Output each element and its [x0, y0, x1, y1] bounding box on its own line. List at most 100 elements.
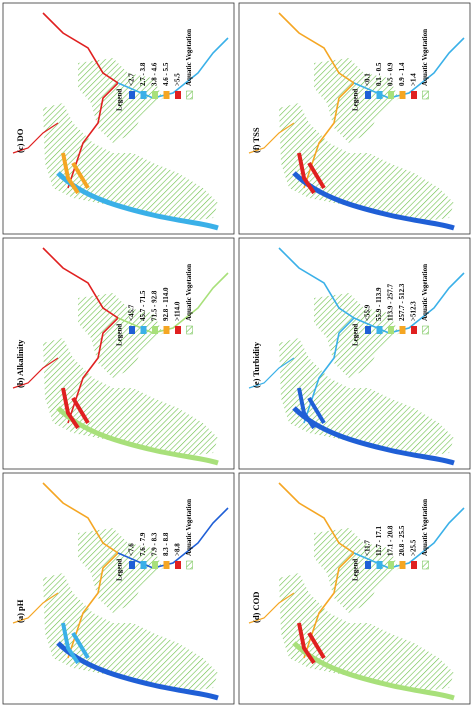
panel-border — [2, 237, 235, 470]
map-panel: (d) COD Legend <11.7 11.7 - 17.1 17.1 - 20.8… — [238, 472, 471, 705]
legend-label: 45.7 - 71.5 — [139, 290, 147, 321]
river — [42, 12, 120, 189]
channel — [56, 171, 219, 231]
legend-label: 20.8 - 25.5 — [398, 525, 406, 556]
river — [248, 592, 295, 624]
legend-label: 92.8 - 114.0 — [162, 287, 170, 321]
legend-label: >8.8 — [174, 543, 182, 556]
panel-border — [238, 472, 471, 705]
map-panel: (b) Alkalinity Legend <45.7 45.7 - 71.5 71.5… — [2, 237, 235, 470]
channel-branch — [297, 152, 326, 195]
legend-title: Legend — [116, 324, 124, 346]
river — [353, 272, 465, 334]
legend-title: Legend — [116, 89, 124, 111]
legend-swatch — [152, 91, 158, 99]
river — [12, 592, 59, 624]
legend-swatch — [140, 326, 147, 334]
river — [248, 357, 295, 389]
legend-swatch — [163, 561, 170, 569]
river — [42, 247, 120, 424]
legend-swatch — [175, 91, 181, 99]
legend-label: <7.6 — [128, 543, 136, 556]
legend-label: >25.5 — [410, 539, 418, 556]
legend-swatch — [175, 561, 181, 569]
channel-branch — [61, 622, 90, 665]
legend-swatch — [376, 91, 383, 99]
map-panel: (a) pH Legend <7.6 7.6 - 7.9 7.9 - 8.3 8.3 - … — [2, 472, 235, 705]
legend-label: 4.6 - 5.5 — [162, 62, 170, 86]
legend-swatch — [365, 326, 371, 334]
legend-swatch — [152, 326, 158, 334]
channel-branch — [297, 622, 326, 665]
legend-swatch — [388, 91, 394, 99]
river — [278, 247, 356, 424]
legend-label: 2.7 - 3.8 — [139, 62, 147, 86]
legend-label: 11.7 - 17.1 — [375, 526, 383, 556]
legend-swatch — [186, 325, 193, 335]
river — [12, 357, 59, 389]
panel-title: (c) DO — [15, 128, 25, 153]
legend-swatch — [376, 561, 383, 569]
legend-swatch — [388, 561, 394, 569]
legend-label: Aquatic Vegetation — [421, 29, 429, 86]
legend-swatch — [376, 326, 383, 334]
legend-swatch — [388, 326, 394, 334]
legend-swatch — [365, 91, 371, 99]
legend-label: <55.9 — [364, 304, 372, 321]
channel — [292, 641, 455, 701]
legend-label: <11.7 — [364, 540, 372, 556]
legend-swatch — [411, 561, 417, 569]
river — [117, 37, 229, 99]
legend-swatch — [365, 561, 371, 569]
legend-label: 0.5 - 0.9 — [387, 62, 395, 86]
legend-swatch — [422, 560, 429, 570]
legend-title: Legend — [352, 559, 360, 581]
river — [278, 482, 356, 659]
channel — [56, 406, 219, 466]
legend-label: 113.9 - 257.7 — [387, 284, 395, 321]
channel-branch — [297, 387, 326, 430]
panel-border — [238, 2, 471, 235]
legend-label: 17.1 - 20.8 — [387, 525, 395, 556]
panel-title: (b) Alkalinity — [15, 339, 25, 388]
legend-label: <2.7 — [128, 73, 136, 86]
legend-swatch — [399, 326, 406, 334]
legend-label: 7.9 - 8.3 — [151, 532, 159, 556]
panel-title: (d) COD — [251, 592, 261, 623]
map-panel: (f) TSS Legend <0.1 0.1 - 0.5 0.5 - 0.9 0.9 -… — [238, 2, 471, 235]
legend-swatch — [186, 560, 193, 570]
channel-branch — [61, 152, 90, 195]
legend-swatch — [163, 91, 170, 99]
legend-label: Aquatic Vegetation — [185, 264, 193, 321]
river — [117, 272, 229, 334]
channel — [292, 406, 455, 466]
panel-title: (a) pH — [15, 599, 25, 623]
legend-swatch — [422, 325, 429, 335]
legend-swatch — [175, 326, 181, 334]
river — [278, 12, 356, 189]
legend-label: 3.8 - 4.6 — [151, 62, 159, 86]
legend-swatch — [163, 326, 170, 334]
legend-swatch — [129, 326, 135, 334]
legend-label: 0.1 - 0.5 — [375, 62, 383, 86]
map-panel: (c) DO Legend <2.7 2.7 - 3.8 3.8 - 4.6 4.6 - … — [2, 2, 235, 235]
river — [117, 507, 229, 569]
legend-label: Aquatic Vegetation — [185, 29, 193, 86]
legend-label: <45.7 — [128, 304, 136, 321]
legend-label: >114.0 — [174, 301, 182, 321]
legend-title: Legend — [352, 324, 360, 346]
legend-label: 55.9 - 113.9 — [375, 287, 383, 321]
legend-swatch — [129, 91, 135, 99]
river — [353, 507, 465, 569]
legend-swatch — [140, 91, 147, 99]
legend-label: Aquatic Vegetation — [421, 264, 429, 321]
legend-label: 8.3 - 8.8 — [162, 532, 170, 556]
legend-swatch — [140, 561, 147, 569]
panel-title: (e) Turbidity — [251, 341, 261, 388]
channel — [292, 171, 455, 231]
panel-title: (f) TSS — [251, 127, 261, 153]
legend-label: 71.5 - 92.8 — [151, 290, 159, 321]
legend-label: 257.7 - 512.3 — [398, 283, 406, 321]
legend-label: >512.3 — [410, 301, 418, 321]
